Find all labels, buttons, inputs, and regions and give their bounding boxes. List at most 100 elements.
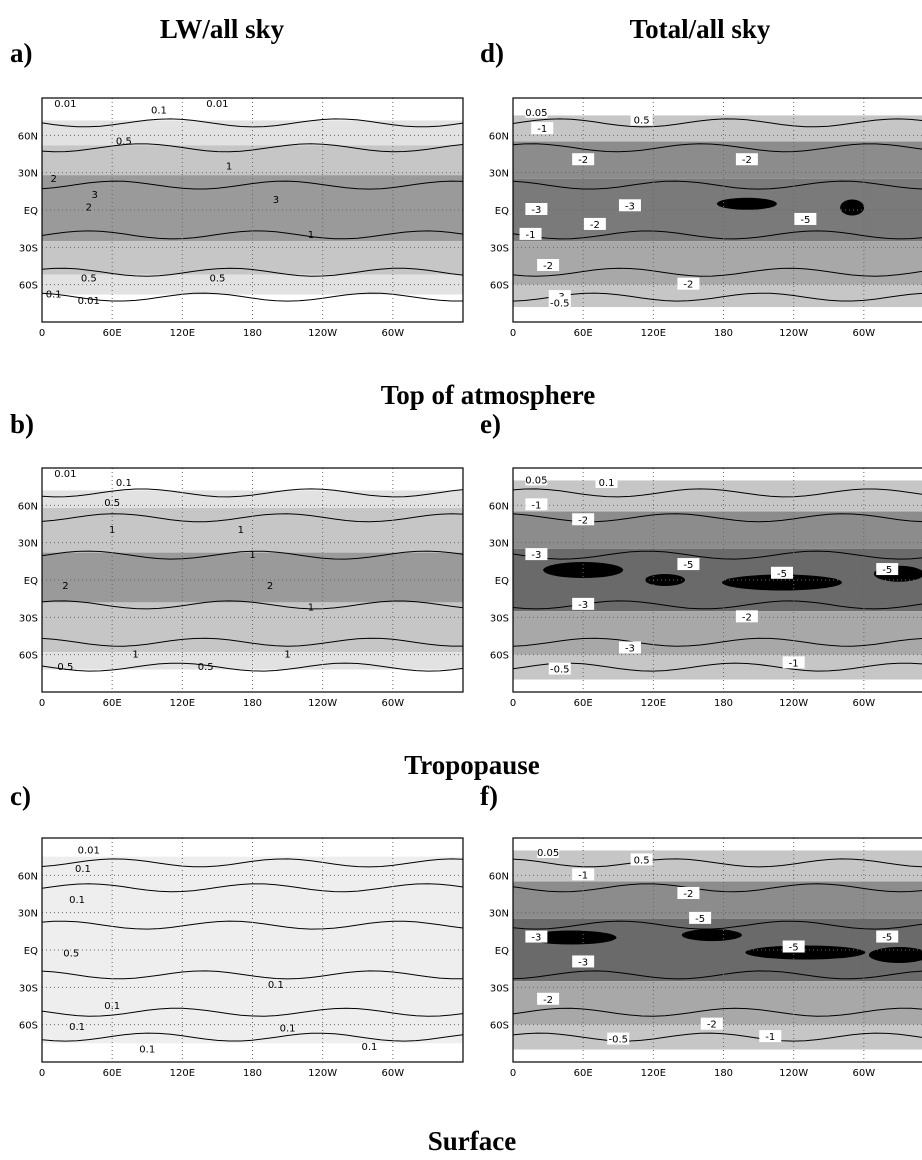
shading: [513, 881, 922, 919]
lat-tick-label: 30S: [19, 243, 38, 254]
contour-label: -2: [683, 889, 693, 900]
lat-tick-label: 30N: [18, 169, 38, 180]
contour-line: [512, 1007, 922, 1017]
contour-label: -1: [578, 870, 588, 881]
lat-tick-label: 60N: [489, 131, 509, 142]
lon-tick-label: 120W: [308, 1068, 337, 1079]
lat-tick-label: 30N: [489, 169, 509, 180]
label-box: [677, 277, 700, 290]
contour-label: -3: [625, 643, 635, 654]
label-box: [525, 473, 548, 486]
lat-tick-label: 60S: [19, 1021, 38, 1032]
label-box: [782, 656, 805, 669]
lat-tick-label: 30N: [18, 539, 38, 550]
label-box: [537, 259, 560, 271]
contour-label: 0.5: [116, 137, 132, 148]
map-frame: [41, 837, 464, 1063]
contour-label: -3: [578, 600, 588, 611]
contour-line: [41, 267, 464, 277]
contour-label: 1: [308, 230, 314, 241]
label-box: [759, 1030, 782, 1043]
shading: [513, 468, 922, 481]
label-box: [700, 1017, 723, 1030]
lat-tick-label: 30N: [489, 539, 509, 550]
shading: [42, 468, 463, 491]
shading: [513, 307, 922, 322]
lat-tick-label: EQ: [24, 946, 38, 957]
row-title: Surface: [428, 1126, 516, 1156]
shading: [721, 574, 842, 591]
lon-tick-label: 60E: [574, 698, 593, 709]
label-box: [572, 955, 595, 968]
lat-tick-label: 60N: [18, 131, 38, 142]
map-panel: c) 60N 30N EQ 30S 60S 0 60E 120E 180 120W 60W 0.01 0.…: [10, 781, 464, 1079]
panel-letter: b): [10, 409, 34, 439]
shading: [513, 611, 922, 655]
contour-label: 0.1: [151, 105, 167, 116]
label-box: [794, 212, 817, 225]
shading: [42, 602, 463, 653]
lon-tick-label: 120W: [308, 698, 337, 709]
lat-tick-label: 30S: [490, 613, 509, 624]
shading: [42, 294, 463, 322]
contour-label: 0.5: [634, 115, 650, 126]
shading: [513, 654, 922, 680]
lat-tick-label: EQ: [495, 206, 509, 217]
lon-tick-label: 120W: [779, 328, 808, 339]
label-box: [572, 153, 595, 166]
contour-line: [41, 1007, 464, 1017]
shading: [42, 274, 463, 295]
label-box: [770, 566, 793, 579]
label-box: [630, 113, 653, 126]
contour-label: 1: [132, 650, 138, 661]
contour-label: 0.1: [361, 1042, 377, 1053]
label-box: [531, 122, 554, 135]
column-title: Total/all sky: [630, 14, 771, 44]
lat-tick-label: 60S: [19, 651, 38, 662]
contour-label: -3: [531, 550, 541, 561]
contour-label: 0.5: [634, 855, 650, 866]
contour-label: 0.01: [206, 99, 228, 110]
shading: [42, 507, 463, 553]
contour-line: [512, 550, 922, 560]
lat-tick-label: 30N: [18, 909, 38, 920]
shading: [840, 199, 865, 216]
lon-tick-label: 60E: [574, 1068, 593, 1079]
map-frame: [512, 97, 922, 323]
map-panel: b) 60N 30N EQ 30S 60S 0 60E 120E 180 120W 60W 0.01 0.…: [10, 409, 464, 709]
label-box: [607, 1032, 630, 1045]
contour-line: [512, 662, 922, 672]
lon-tick-label: 180: [714, 698, 733, 709]
contour-label: 0.05: [537, 848, 559, 859]
label-box: [572, 868, 595, 881]
shading: [513, 284, 922, 308]
contour-label: 0.01: [78, 296, 100, 307]
lon-tick-label: 60W: [853, 1068, 876, 1079]
label-box: [548, 296, 571, 309]
label-box: [876, 930, 899, 943]
contour-label: 2: [267, 581, 273, 592]
contour-label: -3: [625, 201, 635, 212]
lon-tick-label: 0: [510, 1068, 516, 1079]
contour-label: -2: [742, 155, 752, 166]
lat-tick-label: 30S: [490, 983, 509, 994]
label-box: [537, 992, 560, 1005]
map-panel: e) 60N 30N EQ 30S 60S 0 60E 120E 180 120W 60W 0.05 0.…: [480, 409, 922, 709]
label-box: [525, 203, 548, 215]
shading: [745, 945, 866, 960]
panel-letter: f): [480, 781, 498, 811]
label-box: [548, 662, 571, 675]
shading: [42, 838, 463, 857]
shading: [513, 981, 922, 1025]
label-box: [630, 853, 653, 866]
contour-line: [41, 1032, 464, 1042]
lon-tick-label: 120E: [641, 1068, 666, 1079]
contour-label: 0.5: [104, 498, 120, 509]
lat-tick-label: 30S: [19, 613, 38, 624]
contour-label: 3: [273, 195, 279, 206]
shading: [513, 838, 922, 851]
shading: [42, 98, 463, 121]
label-box: [782, 940, 805, 953]
contour-label: -0.5: [550, 298, 570, 309]
